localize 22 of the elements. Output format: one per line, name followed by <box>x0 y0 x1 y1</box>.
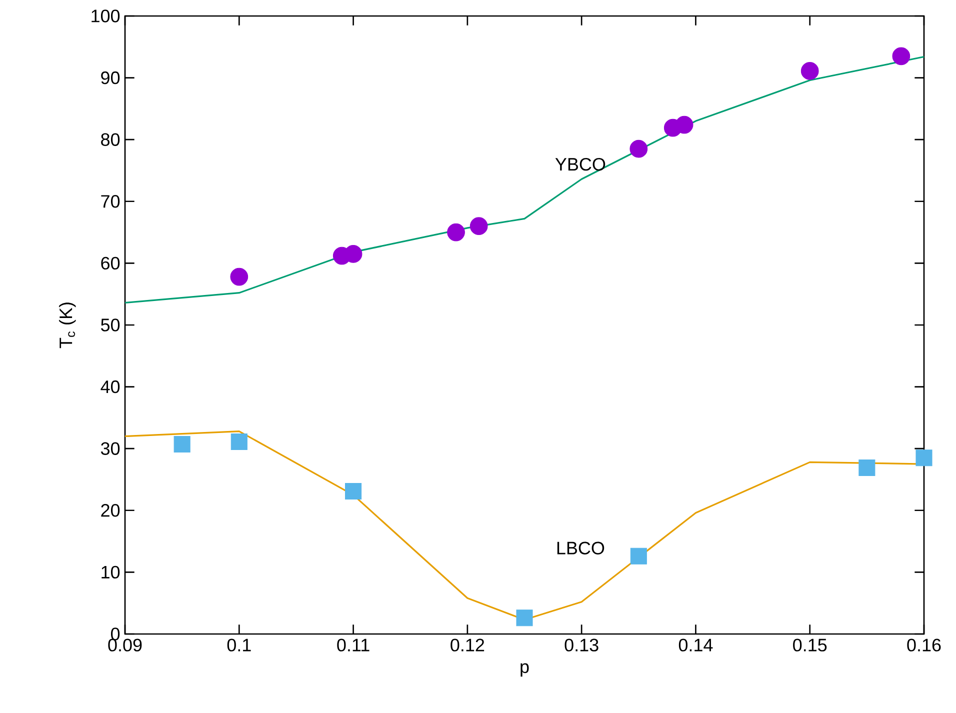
x-tick-label: 0.14 <box>678 638 713 652</box>
y-tick-label: 10 <box>102 566 120 579</box>
x-tick-label: 0.13 <box>564 638 598 652</box>
y-tick-label: 50 <box>100 318 120 332</box>
annotation: LBCO <box>557 542 604 554</box>
y-tick-label: 90 <box>101 71 120 84</box>
x-axis-title: p <box>520 663 529 677</box>
y-tick-label: 70 <box>101 195 120 208</box>
y-tick-label: 20 <box>101 504 120 517</box>
y-tick-label: 40 <box>100 380 120 394</box>
y-tick-label: 80 <box>101 133 120 146</box>
x-tick-label: 0.09 <box>108 638 142 652</box>
y-tick-label: 60 <box>101 256 120 270</box>
y-axis-title: T$_{c}$ (K) <box>59 302 76 348</box>
x-tick-label: 0.11 <box>337 638 370 652</box>
x-tick-label: 0.15 <box>793 638 827 652</box>
x-tick-label: 0.1 <box>227 638 251 652</box>
x-tick-label: 0.16 <box>907 638 941 652</box>
annotation: YBCO <box>555 158 606 171</box>
y-tick-label: 100 <box>92 10 120 22</box>
y-tick-label: 30 <box>100 442 120 455</box>
x-tick-label: 0.12 <box>450 638 484 652</box>
